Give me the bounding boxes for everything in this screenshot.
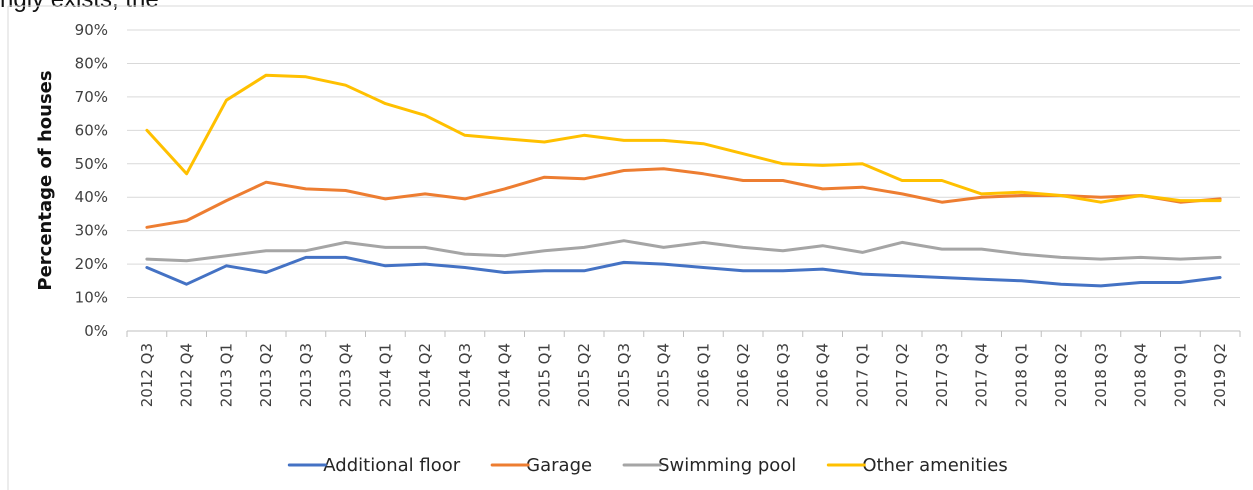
y-tick-label: 0% — [84, 322, 108, 340]
legend-label: Swimming pool — [658, 455, 796, 476]
series-line-garage — [145, 167, 1222, 229]
x-tick-label: 2018 Q4 — [1132, 343, 1150, 407]
x-tick-label: 2018 Q2 — [1052, 343, 1070, 407]
x-tick-label: 2013 Q1 — [217, 343, 235, 407]
series-line-additional-floor — [145, 255, 1222, 288]
legend-label: Other amenities — [862, 455, 1007, 476]
x-tick-label: 2012 Q3 — [138, 343, 156, 407]
x-tick-label: 2013 Q3 — [297, 343, 315, 407]
x-tick-label: 2018 Q1 — [1012, 343, 1030, 407]
series-line-swimming-pool — [145, 239, 1222, 263]
x-tick-label: 2019 Q2 — [1211, 343, 1229, 407]
x-tick-label: 2015 Q1 — [535, 343, 553, 407]
y-tick-label: 50% — [75, 155, 108, 173]
x-tick-label: 2016 Q4 — [814, 343, 832, 407]
y-axis-title: Percentage of houses — [35, 70, 56, 290]
x-tick-label: 2014 Q4 — [496, 343, 514, 407]
legend-label: Garage — [526, 455, 592, 476]
x-tick-label: 2015 Q2 — [575, 343, 593, 407]
y-tick-label: 60% — [75, 121, 108, 139]
x-tick-label: 2017 Q3 — [933, 343, 951, 407]
x-tick-label: 2017 Q2 — [893, 343, 911, 407]
x-tick-label: 2016 Q3 — [774, 343, 792, 407]
x-tick-label: 2013 Q4 — [337, 343, 355, 407]
x-tick-label: 2017 Q4 — [973, 343, 991, 407]
x-tick-label: 2014 Q1 — [376, 343, 394, 407]
x-tick-label: 2018 Q3 — [1092, 343, 1110, 407]
series-line-other-amenities — [145, 73, 1222, 204]
y-tick-label: 80% — [75, 54, 108, 72]
x-tick-label: 2014 Q3 — [456, 343, 474, 407]
y-tick-label: 90% — [75, 21, 108, 39]
x-tick-label: 2016 Q1 — [694, 343, 712, 407]
x-tick-label: 2017 Q1 — [853, 343, 871, 407]
y-tick-label: 40% — [75, 188, 108, 206]
x-tick-label: 2019 Q1 — [1171, 343, 1189, 407]
y-tick-label: 10% — [75, 289, 108, 307]
x-tick-label: 2015 Q3 — [615, 343, 633, 407]
x-tick-label: 2015 Q4 — [655, 343, 673, 407]
x-tick-label: 2013 Q2 — [257, 343, 275, 407]
y-tick-label: 30% — [75, 222, 108, 240]
x-tick-label: 2014 Q2 — [416, 343, 434, 407]
y-tick-label: 70% — [75, 88, 108, 106]
y-tick-label: 20% — [75, 255, 108, 273]
x-tick-label: 2016 Q2 — [734, 343, 752, 407]
legend-label: Additional floor — [323, 455, 460, 476]
x-tick-label: 2012 Q4 — [178, 343, 196, 407]
